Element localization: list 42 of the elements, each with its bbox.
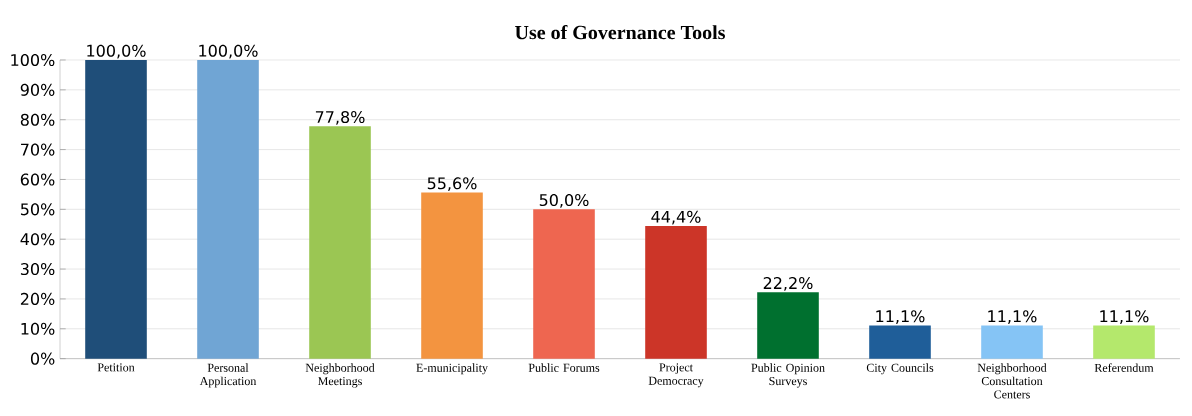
y-tick-label: 10% xyxy=(21,322,55,335)
data-label: 11,1% xyxy=(876,310,925,324)
data-label: 100,0% xyxy=(87,44,146,59)
y-tick-label: 0% xyxy=(30,352,55,365)
x-tick-label: Neighborhood Consultation Centers xyxy=(977,363,1047,399)
y-tick-label: 40% xyxy=(20,233,55,246)
x-tick-label: Neighborhood Meetings xyxy=(305,363,375,388)
data-label: 44,4% xyxy=(651,210,701,225)
x-tick-label: E-municipality xyxy=(416,363,488,375)
x-tick-label: Petition xyxy=(97,363,135,372)
data-label: 11,1% xyxy=(988,310,1037,324)
data-label: 22,2% xyxy=(763,277,813,291)
bar xyxy=(1093,325,1155,359)
x-tick-label: Public Opinion Surveys xyxy=(751,363,825,388)
bar xyxy=(869,325,931,359)
bar xyxy=(85,59,147,359)
y-tick-label: 60% xyxy=(20,173,55,186)
data-label: 100,0% xyxy=(199,44,258,59)
y-tick-label: 70% xyxy=(21,143,55,156)
data-label: 55,6% xyxy=(427,177,477,191)
data-label: 50,0% xyxy=(539,193,589,208)
y-tick-label: 30% xyxy=(20,263,55,276)
x-tick-label: Public Forums xyxy=(528,363,600,372)
data-label: 77,8% xyxy=(315,110,365,125)
bar xyxy=(981,325,1043,359)
bar xyxy=(197,59,259,359)
bar xyxy=(533,209,595,359)
x-tick-label: Referendum xyxy=(1094,363,1154,372)
x-tick-label: Project Democracy xyxy=(648,363,704,388)
chart-title: Use of Governance Tools xyxy=(515,25,725,40)
x-tick-label: City Councils xyxy=(866,363,934,375)
y-tick-label: 80% xyxy=(20,113,55,126)
data-label: 11,1% xyxy=(1100,310,1149,324)
x-tick-label: Personal Application xyxy=(199,363,257,388)
y-tick-label: 90% xyxy=(20,83,55,96)
bar xyxy=(757,292,819,359)
y-tick-label: 20% xyxy=(20,292,55,305)
bar xyxy=(421,192,483,359)
y-tick-label: 100% xyxy=(11,53,55,67)
bar xyxy=(309,126,371,359)
bar xyxy=(645,226,707,359)
y-tick-label: 50% xyxy=(20,203,55,216)
